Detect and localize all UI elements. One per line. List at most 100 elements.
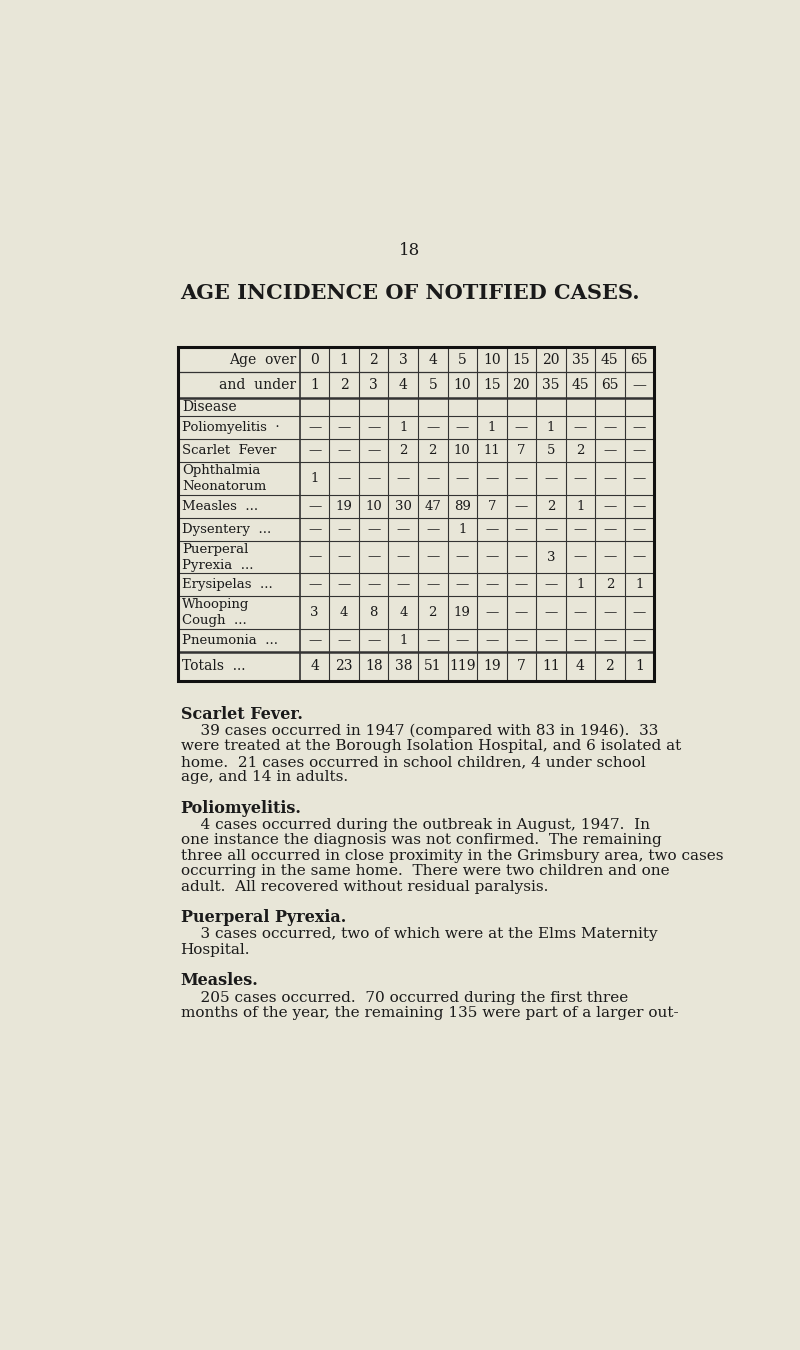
Text: Ophthalmia
Neonatorum: Ophthalmia Neonatorum xyxy=(182,464,266,493)
Text: 7: 7 xyxy=(517,444,526,458)
Text: 11: 11 xyxy=(483,444,500,458)
Text: —: — xyxy=(514,500,528,513)
Text: 1: 1 xyxy=(576,578,585,591)
Text: —: — xyxy=(367,551,380,563)
Text: 4: 4 xyxy=(428,352,438,366)
Text: Totals  ...: Totals ... xyxy=(182,659,246,674)
Text: —: — xyxy=(485,633,498,647)
Text: Pneumonia  ...: Pneumonia ... xyxy=(182,633,278,647)
Text: 3: 3 xyxy=(399,352,408,366)
Text: —: — xyxy=(514,551,528,563)
Text: 3: 3 xyxy=(546,551,555,563)
Text: 2: 2 xyxy=(399,444,407,458)
Text: 18: 18 xyxy=(399,242,421,259)
Text: Measles  ...: Measles ... xyxy=(182,500,258,513)
Text: 10: 10 xyxy=(366,500,382,513)
Text: 2: 2 xyxy=(576,444,585,458)
Text: —: — xyxy=(397,472,410,485)
Text: —: — xyxy=(514,606,528,618)
Text: —: — xyxy=(544,633,558,647)
Text: 2: 2 xyxy=(546,500,555,513)
Text: 3 cases occurred, two of which were at the Elms Maternity: 3 cases occurred, two of which were at t… xyxy=(181,927,658,941)
Text: —: — xyxy=(633,444,646,458)
Text: 65: 65 xyxy=(601,378,618,392)
Text: —: — xyxy=(574,606,587,618)
Text: —: — xyxy=(456,578,469,591)
Text: 4: 4 xyxy=(399,378,408,392)
Text: 5: 5 xyxy=(458,352,466,366)
Text: —: — xyxy=(426,421,439,435)
Text: —: — xyxy=(603,444,617,458)
Text: —: — xyxy=(308,633,322,647)
Text: Disease: Disease xyxy=(182,400,237,414)
Text: 23: 23 xyxy=(335,659,353,674)
Text: 2: 2 xyxy=(429,444,437,458)
Text: 20: 20 xyxy=(542,352,559,366)
Text: —: — xyxy=(367,522,380,536)
Text: months of the year, the remaining 135 were part of a larger out-: months of the year, the remaining 135 we… xyxy=(181,1006,678,1019)
Text: 4: 4 xyxy=(310,659,319,674)
Text: 39 cases occurred in 1947 (compared with 83 in 1946).  33: 39 cases occurred in 1947 (compared with… xyxy=(181,724,658,738)
Text: 2: 2 xyxy=(340,378,349,392)
Text: 119: 119 xyxy=(449,659,475,674)
Text: 4: 4 xyxy=(399,606,407,618)
Text: —: — xyxy=(633,378,646,392)
Text: adult.  All recovered without residual paralysis.: adult. All recovered without residual pa… xyxy=(181,880,548,894)
Text: 15: 15 xyxy=(513,352,530,366)
Text: 2: 2 xyxy=(429,606,437,618)
Text: 7: 7 xyxy=(487,500,496,513)
Bar xyxy=(178,347,654,680)
Text: 30: 30 xyxy=(395,500,412,513)
Text: 65: 65 xyxy=(630,352,648,366)
Text: —: — xyxy=(514,472,528,485)
Text: 45: 45 xyxy=(571,378,589,392)
Text: Hospital.: Hospital. xyxy=(181,942,250,957)
Text: 19: 19 xyxy=(336,500,353,513)
Text: —: — xyxy=(426,633,439,647)
Text: —: — xyxy=(633,500,646,513)
Text: —: — xyxy=(544,522,558,536)
Text: 45: 45 xyxy=(601,352,618,366)
Text: 1: 1 xyxy=(458,522,466,536)
Text: 10: 10 xyxy=(483,352,501,366)
Text: 3: 3 xyxy=(370,378,378,392)
Text: 0: 0 xyxy=(310,352,319,366)
Text: 10: 10 xyxy=(454,378,471,392)
Text: 1: 1 xyxy=(310,378,319,392)
Text: Poliomyelitis.: Poliomyelitis. xyxy=(181,799,302,817)
Text: —: — xyxy=(514,578,528,591)
Text: 8: 8 xyxy=(370,606,378,618)
Text: —: — xyxy=(633,472,646,485)
Text: Scarlet  Fever: Scarlet Fever xyxy=(182,444,277,458)
Text: —: — xyxy=(426,551,439,563)
Text: —: — xyxy=(485,472,498,485)
Text: —: — xyxy=(603,500,617,513)
Text: 2: 2 xyxy=(370,352,378,366)
Text: 4: 4 xyxy=(576,659,585,674)
Text: AGE INCIDENCE OF NOTIFIED CASES.: AGE INCIDENCE OF NOTIFIED CASES. xyxy=(180,284,640,302)
Text: —: — xyxy=(485,522,498,536)
Text: Puerperal
Pyrexia  ...: Puerperal Pyrexia ... xyxy=(182,543,254,571)
Text: —: — xyxy=(603,472,617,485)
Text: 10: 10 xyxy=(454,444,470,458)
Text: Scarlet Fever.: Scarlet Fever. xyxy=(181,706,302,722)
Text: —: — xyxy=(633,421,646,435)
Text: —: — xyxy=(544,606,558,618)
Text: Age  over: Age over xyxy=(229,352,296,366)
Text: —: — xyxy=(338,472,351,485)
Text: 20: 20 xyxy=(513,378,530,392)
Text: —: — xyxy=(426,472,439,485)
Text: —: — xyxy=(574,551,587,563)
Text: —: — xyxy=(633,551,646,563)
Text: Erysipelas  ...: Erysipelas ... xyxy=(182,578,273,591)
Text: and  under: and under xyxy=(219,378,296,392)
Text: —: — xyxy=(514,633,528,647)
Text: 1: 1 xyxy=(310,472,319,485)
Text: —: — xyxy=(603,551,617,563)
Text: —: — xyxy=(485,578,498,591)
Text: —: — xyxy=(397,522,410,536)
Text: —: — xyxy=(367,578,380,591)
Text: 35: 35 xyxy=(542,378,559,392)
Text: 18: 18 xyxy=(365,659,382,674)
Text: —: — xyxy=(544,472,558,485)
